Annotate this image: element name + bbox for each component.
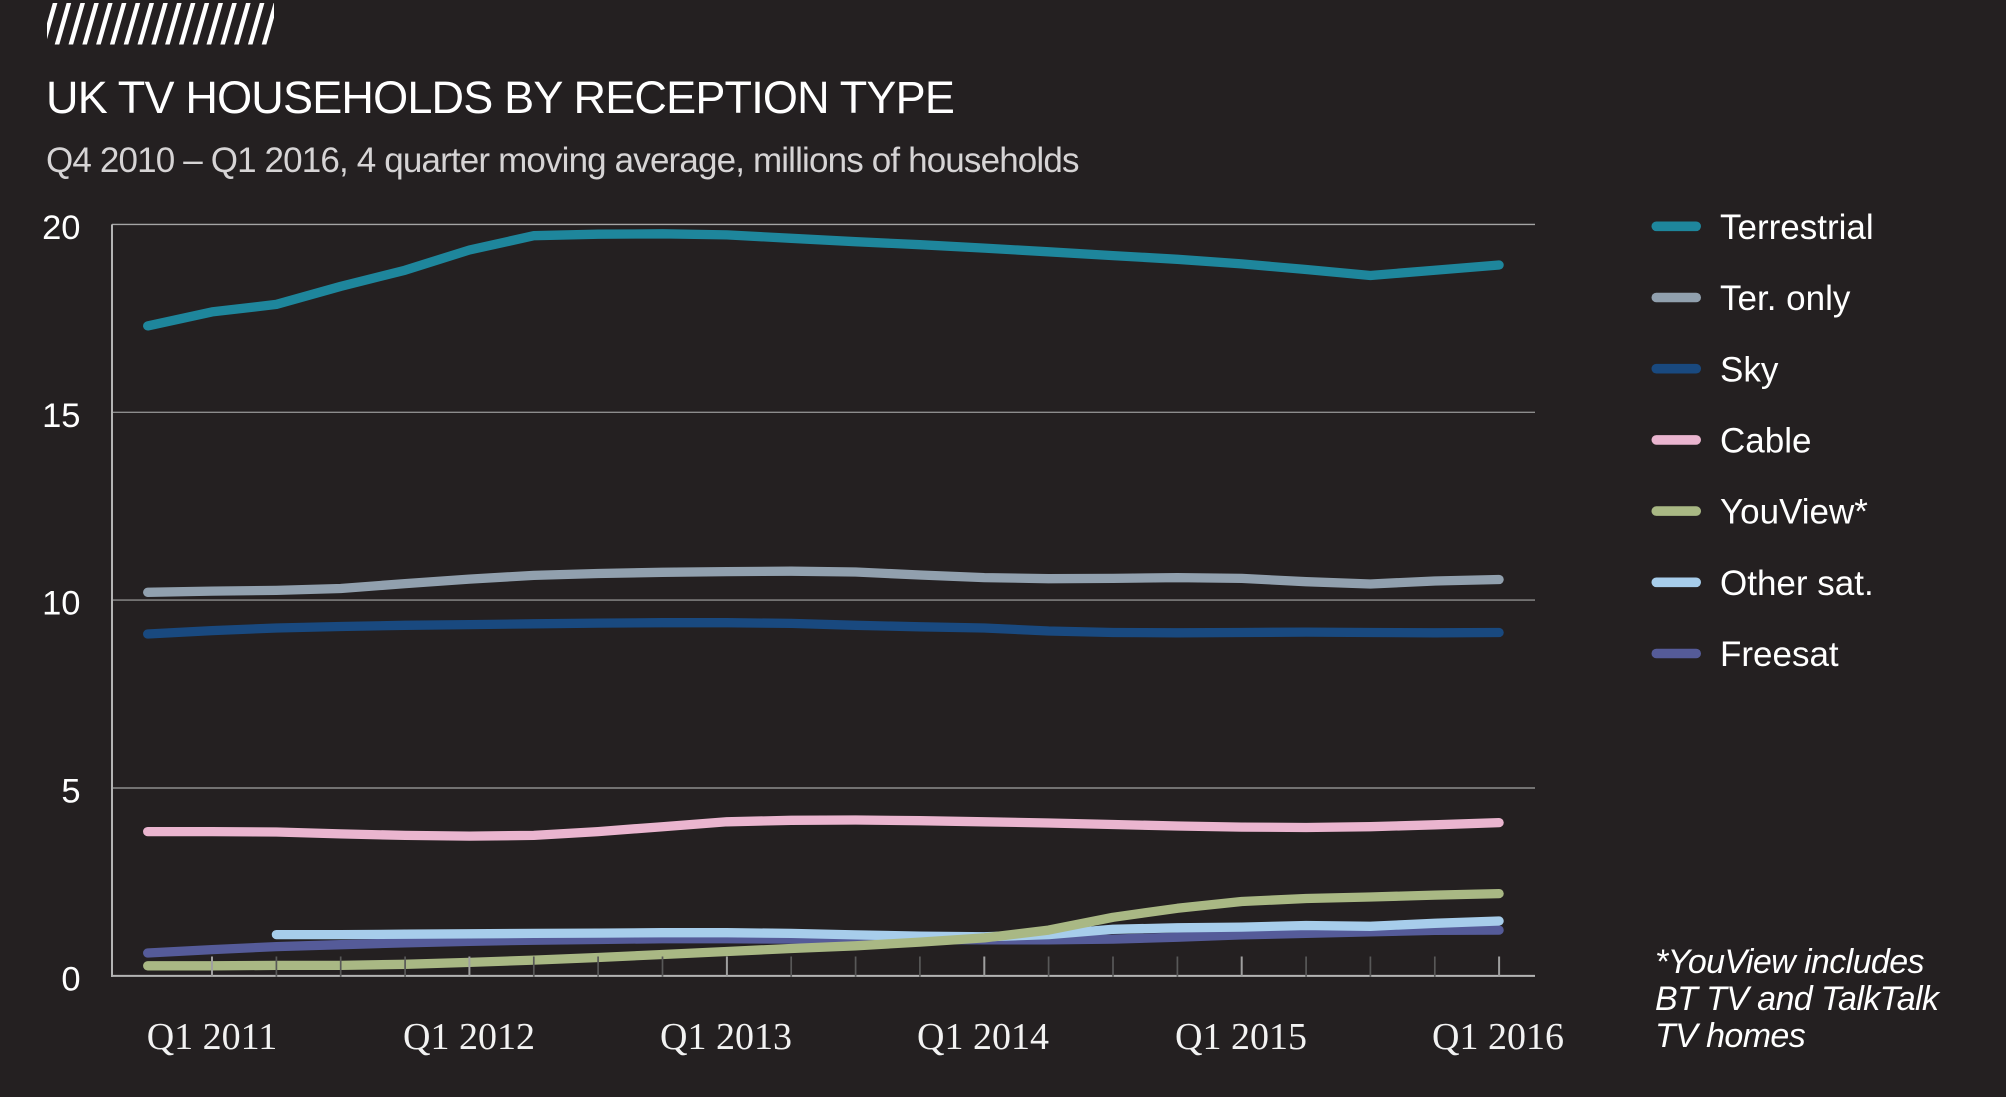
svg-text:Ter. only: Ter. only (1720, 279, 1851, 318)
svg-text:Freesat: Freesat (1720, 635, 1839, 674)
svg-text:Q4 2010 – Q1 2016, 4 quarter m: Q4 2010 – Q1 2016, 4 quarter moving aver… (46, 141, 1079, 180)
svg-text:UK TV HOUSEHOLDS BY RECEPTION: UK TV HOUSEHOLDS BY RECEPTION TYPE (46, 72, 954, 123)
svg-text:0: 0 (61, 961, 80, 999)
svg-text:Cable: Cable (1720, 422, 1811, 461)
svg-text:Other sat.: Other sat. (1720, 564, 1874, 603)
svg-text:Q1 2015: Q1 2015 (1175, 1016, 1307, 1058)
svg-text:20: 20 (42, 209, 80, 247)
svg-text:*YouView includes: *YouView includes (1655, 943, 1925, 981)
svg-text:Q1 2012: Q1 2012 (403, 1016, 535, 1058)
svg-text:15: 15 (42, 397, 80, 435)
svg-text:Sky: Sky (1720, 350, 1779, 389)
svg-text:Q1 2013: Q1 2013 (660, 1016, 792, 1058)
svg-text:TV homes: TV homes (1655, 1017, 1806, 1055)
svg-text:YouView*: YouView* (1720, 493, 1868, 532)
svg-text:5: 5 (61, 773, 80, 811)
svg-text:Q1 2014: Q1 2014 (917, 1016, 1049, 1058)
svg-text:Terrestrial: Terrestrial (1720, 208, 1874, 247)
svg-text:BT TV and TalkTalk: BT TV and TalkTalk (1655, 980, 1941, 1018)
svg-text:Q1 2011: Q1 2011 (147, 1016, 278, 1058)
svg-text:10: 10 (42, 585, 80, 623)
svg-text:Q1 2016: Q1 2016 (1432, 1016, 1564, 1058)
